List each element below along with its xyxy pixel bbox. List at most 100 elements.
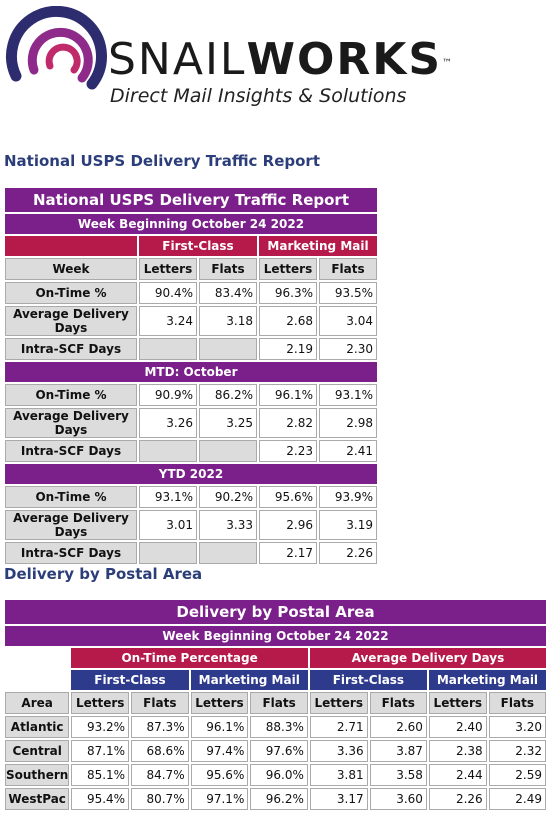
row-label-ontime: On-Time % — [5, 384, 137, 406]
value-cell: 93.2% — [71, 716, 130, 738]
value-cell: 3.20 — [488, 716, 546, 738]
value-cell: 2.23 — [259, 440, 317, 462]
table-row: Average Delivery Days 3.26 3.25 2.82 2.9… — [5, 408, 377, 438]
value-cell: 96.1% — [259, 384, 317, 406]
national-traffic-table: National USPS Delivery Traffic Report We… — [3, 186, 379, 566]
value-cell: 96.1% — [190, 716, 249, 738]
table2-week-label: Week Beginning October 24 2022 — [5, 626, 546, 646]
col-header-letters: Letters — [139, 258, 197, 280]
value-cell: 3.36 — [309, 740, 368, 762]
area-label: Central — [5, 740, 70, 762]
row-label-ontime: On-Time % — [5, 486, 137, 508]
value-cell: 95.6% — [190, 764, 249, 786]
table-row: WestPac 95.4% 80.7% 97.1% 96.2% 3.17 3.6… — [5, 788, 546, 810]
value-cell: 2.59 — [488, 764, 546, 786]
table2-avg-first-class: First-Class — [309, 670, 427, 690]
value-cell: 83.4% — [199, 282, 257, 304]
table2-group-ontime: On-Time Percentage — [71, 648, 308, 668]
value-cell: 2.68 — [259, 306, 317, 336]
value-cell: 95.6% — [259, 486, 317, 508]
empty-cell — [199, 440, 257, 462]
value-cell: 2.40 — [428, 716, 487, 738]
value-cell: 90.2% — [199, 486, 257, 508]
value-cell: 93.1% — [139, 486, 197, 508]
value-cell: 86.2% — [199, 384, 257, 406]
empty-cell — [139, 440, 197, 462]
col-header-area: Area — [5, 692, 70, 714]
table1-mtd-label: MTD: October — [5, 362, 377, 382]
value-cell: 2.60 — [369, 716, 427, 738]
value-cell: 93.9% — [319, 486, 377, 508]
table2-avg-marketing: Marketing Mail — [428, 670, 546, 690]
value-cell: 3.04 — [319, 306, 377, 336]
col-header-letters: Letters — [259, 258, 317, 280]
value-cell: 97.6% — [250, 740, 308, 762]
brand-light: SNAIL — [108, 34, 247, 85]
col-header-flats: Flats — [199, 258, 257, 280]
value-cell: 3.58 — [369, 764, 427, 786]
value-cell: 3.24 — [139, 306, 197, 336]
value-cell: 97.4% — [190, 740, 249, 762]
section-title-postal-area: Delivery by Postal Area — [4, 565, 203, 583]
value-cell: 3.26 — [139, 408, 197, 438]
area-label: Southern — [5, 764, 70, 786]
value-cell: 2.44 — [428, 764, 487, 786]
value-cell: 68.6% — [131, 740, 189, 762]
table2-corner — [5, 648, 69, 668]
row-label-avg: Average Delivery Days — [5, 510, 137, 540]
trademark: ™ — [442, 58, 455, 69]
value-cell: 84.7% — [131, 764, 189, 786]
area-label: Atlantic — [5, 716, 70, 738]
value-cell: 2.98 — [319, 408, 377, 438]
empty-cell — [139, 542, 197, 564]
value-cell: 93.1% — [319, 384, 377, 406]
table-row: Intra-SCF Days 2.17 2.26 — [5, 542, 377, 564]
table1-group-first-class: First-Class — [139, 236, 257, 256]
col-header-letters: Letters — [190, 692, 249, 714]
value-cell: 88.3% — [250, 716, 308, 738]
postal-area-table: Delivery by Postal Area Week Beginning O… — [3, 598, 548, 812]
value-cell: 2.26 — [319, 542, 377, 564]
col-header-letters: Letters — [428, 692, 487, 714]
table1-corner — [5, 236, 137, 256]
value-cell: 2.96 — [259, 510, 317, 540]
area-label: WestPac — [5, 788, 70, 810]
value-cell: 2.71 — [309, 716, 368, 738]
value-cell: 87.1% — [71, 740, 130, 762]
value-cell: 3.81 — [309, 764, 368, 786]
col-header-flats: Flats — [369, 692, 427, 714]
table1-group-marketing: Marketing Mail — [259, 236, 377, 256]
brand-bold: WORKS — [246, 34, 443, 85]
snailworks-logo: SNAILWORKS™ Direct Mail Insights & Solut… — [0, 0, 554, 130]
value-cell: 3.87 — [369, 740, 427, 762]
empty-cell — [139, 338, 197, 360]
value-cell: 96.3% — [259, 282, 317, 304]
value-cell: 3.25 — [199, 408, 257, 438]
value-cell: 96.0% — [250, 764, 308, 786]
brand-name: SNAILWORKS™ — [108, 38, 454, 82]
value-cell: 3.33 — [199, 510, 257, 540]
empty-cell — [199, 338, 257, 360]
table-row: On-Time % 90.9% 86.2% 96.1% 93.1% — [5, 384, 377, 406]
table1-week-label: Week Beginning October 24 2022 — [5, 214, 377, 234]
value-cell: 90.4% — [139, 282, 197, 304]
value-cell: 93.5% — [319, 282, 377, 304]
value-cell: 3.19 — [319, 510, 377, 540]
value-cell: 85.1% — [71, 764, 130, 786]
value-cell: 97.1% — [190, 788, 249, 810]
table2-title: Delivery by Postal Area — [5, 600, 546, 624]
col-header-flats: Flats — [250, 692, 308, 714]
table-row: Central 87.1% 68.6% 97.4% 97.6% 3.36 3.8… — [5, 740, 546, 762]
col-header-flats: Flats — [319, 258, 377, 280]
table2-ontime-marketing: Marketing Mail — [190, 670, 308, 690]
section-title-national: National USPS Delivery Traffic Report — [4, 152, 320, 170]
row-label-intra: Intra-SCF Days — [5, 338, 137, 360]
table-row: On-Time % 90.4% 83.4% 96.3% 93.5% — [5, 282, 377, 304]
table-row: Intra-SCF Days 2.23 2.41 — [5, 440, 377, 462]
row-label-avg: Average Delivery Days — [5, 408, 137, 438]
value-cell: 3.60 — [369, 788, 427, 810]
col-header-letters: Letters — [71, 692, 130, 714]
value-cell: 2.19 — [259, 338, 317, 360]
table2-group-avg: Average Delivery Days — [309, 648, 546, 668]
table1-ytd-label: YTD 2022 — [5, 464, 377, 484]
